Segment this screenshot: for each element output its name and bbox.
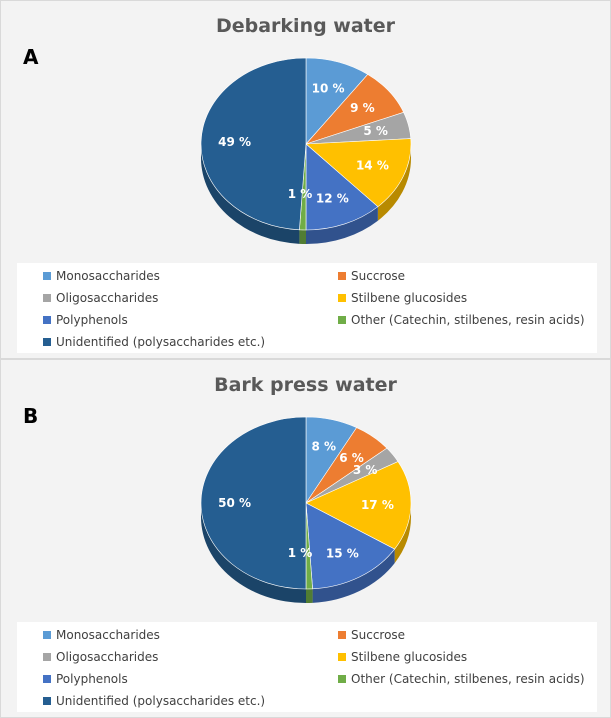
legend-swatch [43,631,51,639]
data-label: 9 % [350,101,375,115]
legend-label: Monosaccharides [56,269,160,283]
pie-slice [305,143,379,231]
pie-side-group [201,503,411,603]
legend-item: Other (Catechin, stilbenes, resin acids) [338,311,611,329]
chart-panel-b: Bark press water B 8 % 6 % 3 % 17 % 15 % 1 % 5… [0,359,611,718]
legend-label: Stilbene glucosides [351,291,468,305]
legend-swatch [43,338,51,346]
legend-label: Polyphenols [56,313,128,327]
legend-swatch [338,631,346,639]
legend-swatch [43,653,51,661]
legend-swatch [43,697,51,705]
pie-chart: 10 % 9 % 5 % 14 % 12 %1 % 49 % [200,57,412,244]
pie-slice-side [201,503,306,603]
legend-swatch [43,675,51,683]
legend-item: Oligosaccharides [43,648,338,666]
legend-label: Oligosaccharides [56,291,159,305]
pie-slice-side [312,549,395,603]
legend-label: Succrose [351,628,406,642]
pie-slice-side [306,588,313,603]
chart-panel-a: Debarking water A 10 % 9 % 5 % 14 % 12 % 1 % 4… [0,0,611,359]
pie-slice-side [377,144,411,221]
data-label: 3 % [353,463,378,477]
legend-item: Other (Catechin, stilbenes, resin acids) [338,670,611,688]
chart-legend: Monosaccharides Succrose Oligosaccharides S… [17,622,597,712]
legend-item: Polyphenols [43,670,338,688]
pie-slice [200,57,307,231]
data-label: 1 % [288,546,313,560]
panel-letter: B [23,404,39,428]
legend-swatch [338,675,346,683]
legend-item: Oligosaccharides [43,289,338,307]
legend-swatch [338,294,346,302]
data-label: 1 % [288,187,313,201]
data-label: 17 % [361,498,394,512]
legend-item: Unidentified (polysaccharides etc.) [43,692,338,710]
pie-slice [200,416,307,590]
data-label: 6 % [339,451,364,465]
legend-item: Stilbene glucosides [338,289,611,307]
legend-swatch [338,653,346,661]
pie-slice [305,461,412,550]
data-label: 5 % [363,124,388,138]
pie-slice [305,502,396,590]
chart-title: Debarking water [215,15,396,37]
data-label: 50 % [218,496,251,510]
data-label: 10 % [312,81,345,95]
legend-label: Other (Catechin, stilbenes, resin acids) [351,313,585,327]
legend-label: Other (Catechin, stilbenes, resin acids) [351,672,585,686]
legend-label: Oligosaccharides [56,650,159,664]
legend-item: Succrose [338,626,611,644]
legend-swatch [43,316,51,324]
legend-label: Monosaccharides [56,628,160,642]
data-label: 15 % [326,546,359,560]
pie-slice-side [201,144,300,244]
legend-swatch [338,272,346,280]
pie-chart: 8 %6 %3 % 17 % 15 % 1 % 50 % [200,416,412,603]
pie-slice-side [299,229,306,244]
data-label: 14 % [356,159,389,173]
legend-label: Unidentified (polysaccharides etc.) [56,694,266,708]
legend-label: Unidentified (polysaccharides etc.) [56,335,266,349]
legend-item: Polyphenols [43,311,338,329]
legend-item: Stilbene glucosides [338,648,611,666]
legend-item: Monosaccharides [43,267,338,285]
pie-slice-side [394,503,411,564]
data-label: 8 % [312,439,337,453]
legend-label: Succrose [351,269,406,283]
legend-item: Monosaccharides [43,626,338,644]
legend-swatch [43,294,51,302]
data-label: 12 % [316,191,349,205]
legend-label: Stilbene glucosides [351,650,468,664]
legend-item: Succrose [338,267,611,285]
legend-item: Unidentified (polysaccharides etc.) [43,333,338,351]
panel-letter: A [23,45,39,69]
legend-swatch [43,272,51,280]
chart-legend: Monosaccharides Succrose Oligosaccharides S… [17,263,597,353]
legend-label: Polyphenols [56,672,128,686]
pie-slice [305,138,412,208]
chart-title: Bark press water [214,374,397,396]
data-label: 49 % [218,135,251,149]
legend-swatch [338,316,346,324]
